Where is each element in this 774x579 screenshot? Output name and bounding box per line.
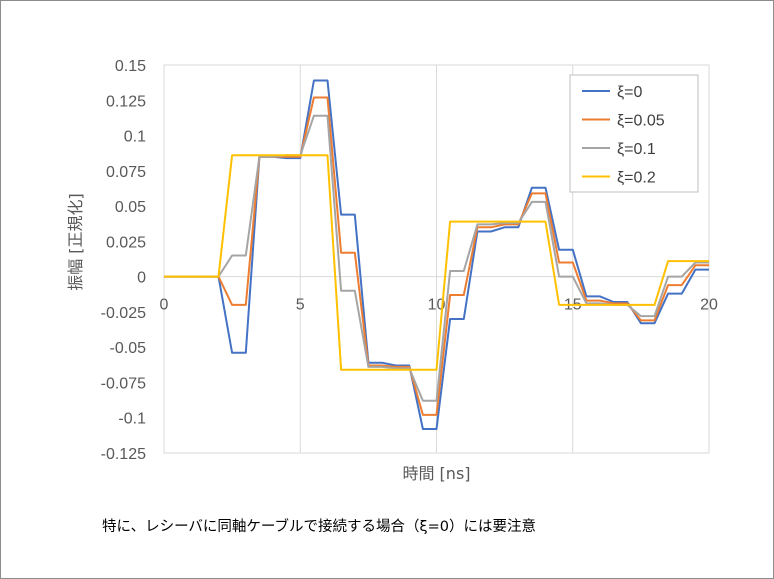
- y-tick-label: -0.025: [101, 305, 146, 322]
- y-tick-label: 0.125: [106, 93, 146, 110]
- y-tick-label: 0.15: [115, 58, 146, 75]
- x-tick-label: 5: [296, 297, 305, 314]
- x-tick-label: 10: [428, 297, 446, 314]
- legend-box: [569, 74, 699, 193]
- y-axis-ticks: 0.15 0.125 0.1 0.075 0.05 0.025 0 -0.025 -0.05 -0…: [101, 58, 146, 463]
- y-tick-label: 0: [137, 270, 146, 287]
- y-tick-label: -0.1: [118, 411, 146, 428]
- x-tick-label: 0: [160, 297, 169, 314]
- line-chart: 0.15 0.125 0.1 0.075 0.05 0.025 0 -0.025 -0.05 -0…: [66, 58, 718, 483]
- plot-area: [163, 64, 710, 454]
- y-tick-label: 0.075: [106, 164, 146, 181]
- legend-label: ξ=0.1: [617, 141, 656, 158]
- series-lines: [164, 79, 709, 430]
- series-line-3: [164, 154, 709, 371]
- y-tick-label: 0.025: [106, 234, 146, 251]
- y-axis-title: 振幅 [正規化]: [66, 193, 85, 291]
- y-tick-label: 0.1: [124, 129, 146, 146]
- legend-label: ξ=0: [617, 84, 643, 101]
- y-tick-label: -0.125: [101, 446, 146, 463]
- legend-label: ξ=0.05: [617, 113, 665, 130]
- legend: ξ=0 ξ=0.05 ξ=0.1 ξ=0.2: [569, 74, 699, 193]
- legend-label: ξ=0.2: [617, 170, 656, 187]
- y-tick-label: -0.05: [110, 340, 147, 357]
- x-axis-title: 時間 [ns]: [402, 464, 470, 483]
- caption-text: 特に、レシーバに同軸ケーブルで接続する場合（ξ=0）には要注意: [102, 519, 537, 535]
- y-tick-label: 0.05: [115, 199, 146, 216]
- y-tick-label: -0.075: [101, 375, 146, 392]
- x-tick-label: 20: [700, 297, 718, 314]
